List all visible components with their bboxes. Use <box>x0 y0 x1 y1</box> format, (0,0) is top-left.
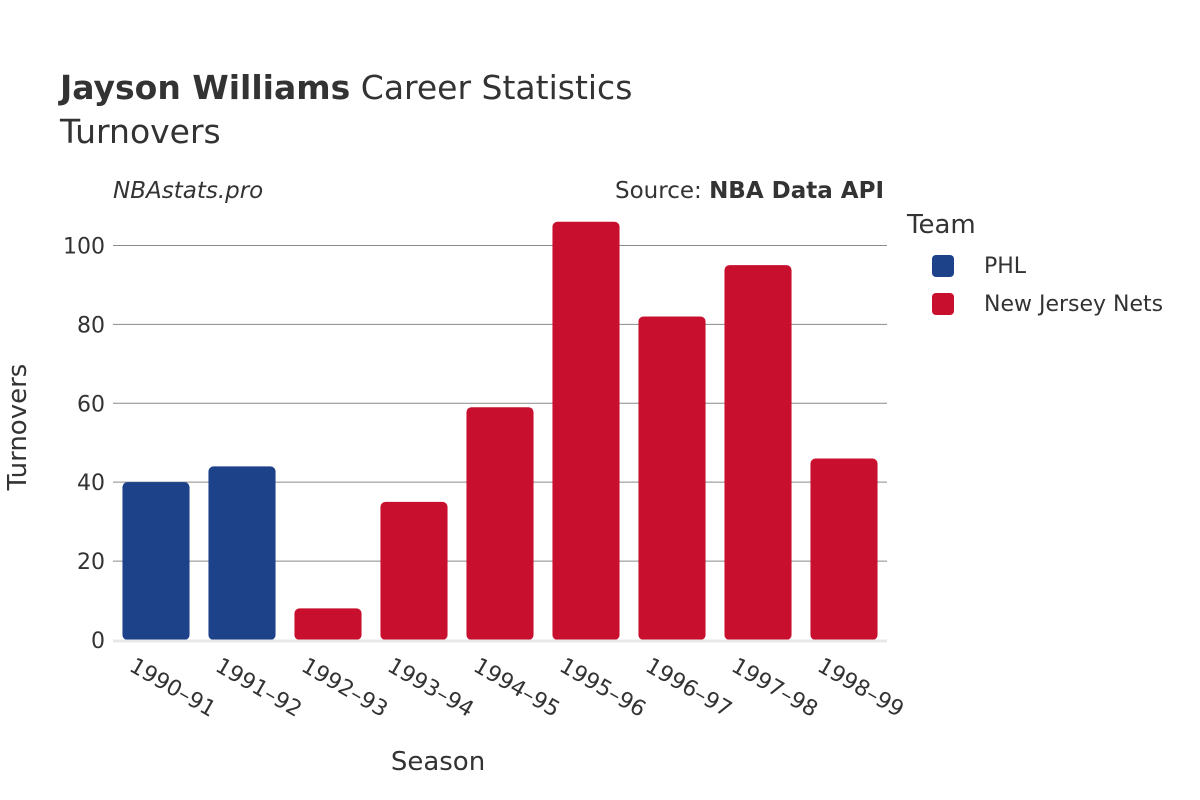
legend-item-phl[interactable]: PHL <box>932 253 1026 279</box>
legend-label-nets: New Jersey Nets <box>984 291 1164 317</box>
bar <box>638 316 706 640</box>
bar <box>294 608 362 640</box>
legend-swatch-phl <box>932 255 954 277</box>
source-name: NBA Data API <box>709 178 884 204</box>
legend-label-phl: PHL <box>984 253 1027 279</box>
player-name: Jayson Williams <box>60 68 351 107</box>
y-tick-label: 80 <box>77 313 105 338</box>
x-tick-label: 1992–93 <box>297 654 392 723</box>
x-tick-label: 1994–95 <box>469 654 564 723</box>
x-tick-label: 1995–96 <box>555 654 650 723</box>
y-tick-label: 60 <box>77 392 105 417</box>
legend-title: Team <box>907 210 976 240</box>
chart-subtitle: Turnovers <box>60 112 221 151</box>
y-tick-label: 20 <box>77 550 105 575</box>
x-tick-label: 1996–97 <box>641 654 736 723</box>
source-prefix: Source: <box>615 178 710 204</box>
x-axis-title: Season <box>391 747 485 777</box>
legend-item-nets[interactable]: New Jersey Nets <box>932 291 1163 317</box>
bar <box>380 501 448 640</box>
legend-swatch-nets <box>932 293 954 315</box>
bar <box>208 466 276 640</box>
title-suffix: Career Statistics <box>350 68 633 107</box>
x-tick-label: 1998–99 <box>813 654 908 723</box>
y-axis-title: Turnovers <box>3 364 33 492</box>
y-tick-label: 100 <box>63 234 105 259</box>
bar <box>122 482 190 640</box>
bar <box>810 458 878 640</box>
y-tick-label: 0 <box>91 629 105 654</box>
bar <box>724 265 792 640</box>
watermark: NBAstats.pro <box>113 178 264 204</box>
x-tick-label: 1991–92 <box>211 654 306 723</box>
y-tick-label: 40 <box>77 471 105 496</box>
chart-title: Jayson Williams Career Statistics <box>60 68 632 108</box>
source-credit: Source: NBA Data API <box>615 178 884 204</box>
bar <box>552 221 620 641</box>
x-tick-label: 1993–94 <box>383 654 478 723</box>
x-tick-label: 1997–98 <box>727 654 822 723</box>
x-tick-label: 1990–91 <box>125 654 220 723</box>
bar <box>466 407 534 640</box>
